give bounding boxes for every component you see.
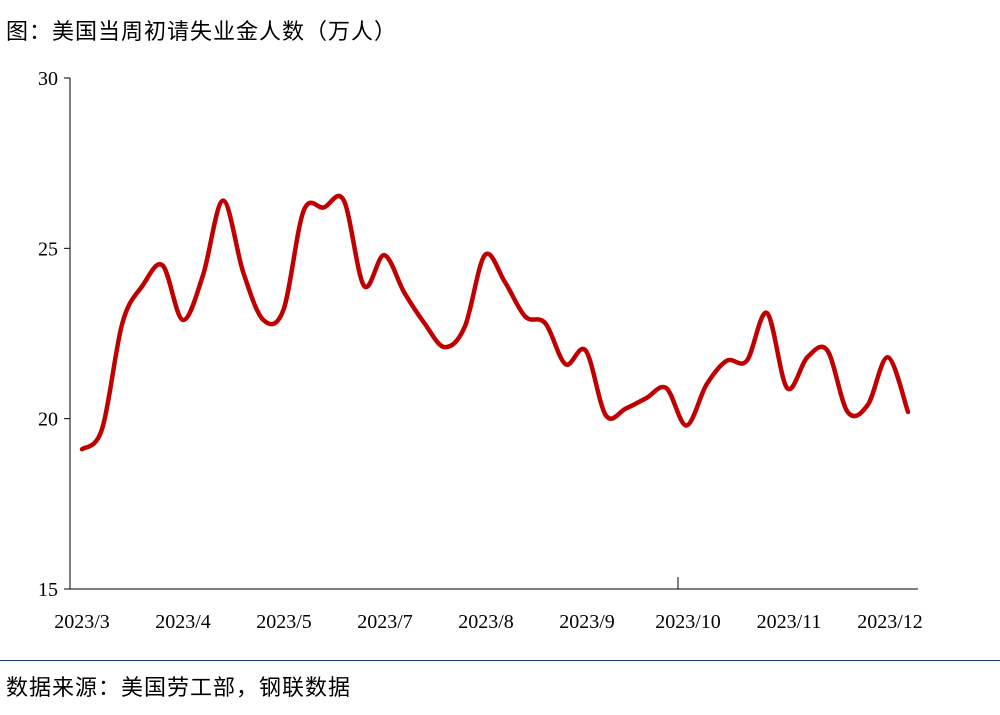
y-tick-label-20: 20 <box>38 409 58 431</box>
x-tick-label-6: 2023/10 <box>655 611 721 633</box>
y-tick-label-25: 25 <box>38 238 58 260</box>
y-tick-label-15: 15 <box>38 579 58 601</box>
line-chart: 15 20 25 30 2023/3 2023/4 2023/5 2023/7 2023/8 20… <box>38 68 923 633</box>
y-tick-label-30: 30 <box>38 68 58 90</box>
divider-line <box>0 660 1000 661</box>
x-tick-label-0: 2023/3 <box>54 611 110 633</box>
x-tick-label-8: 2023/12 <box>857 611 923 633</box>
x-tick-label-7: 2023/11 <box>757 611 822 633</box>
x-tick-label-2: 2023/5 <box>256 611 312 633</box>
x-tick-label-4: 2023/8 <box>458 611 514 633</box>
series-line <box>79 193 911 452</box>
data-source: 数据来源：美国劳工部，钢联数据 <box>6 676 352 701</box>
x-tick-label-3: 2023/7 <box>357 611 413 633</box>
chart-title: 图：美国当周初请失业金人数（万人） <box>6 20 398 45</box>
x-tick-label-1: 2023/4 <box>155 611 211 633</box>
x-tick-label-5: 2023/9 <box>559 611 615 633</box>
